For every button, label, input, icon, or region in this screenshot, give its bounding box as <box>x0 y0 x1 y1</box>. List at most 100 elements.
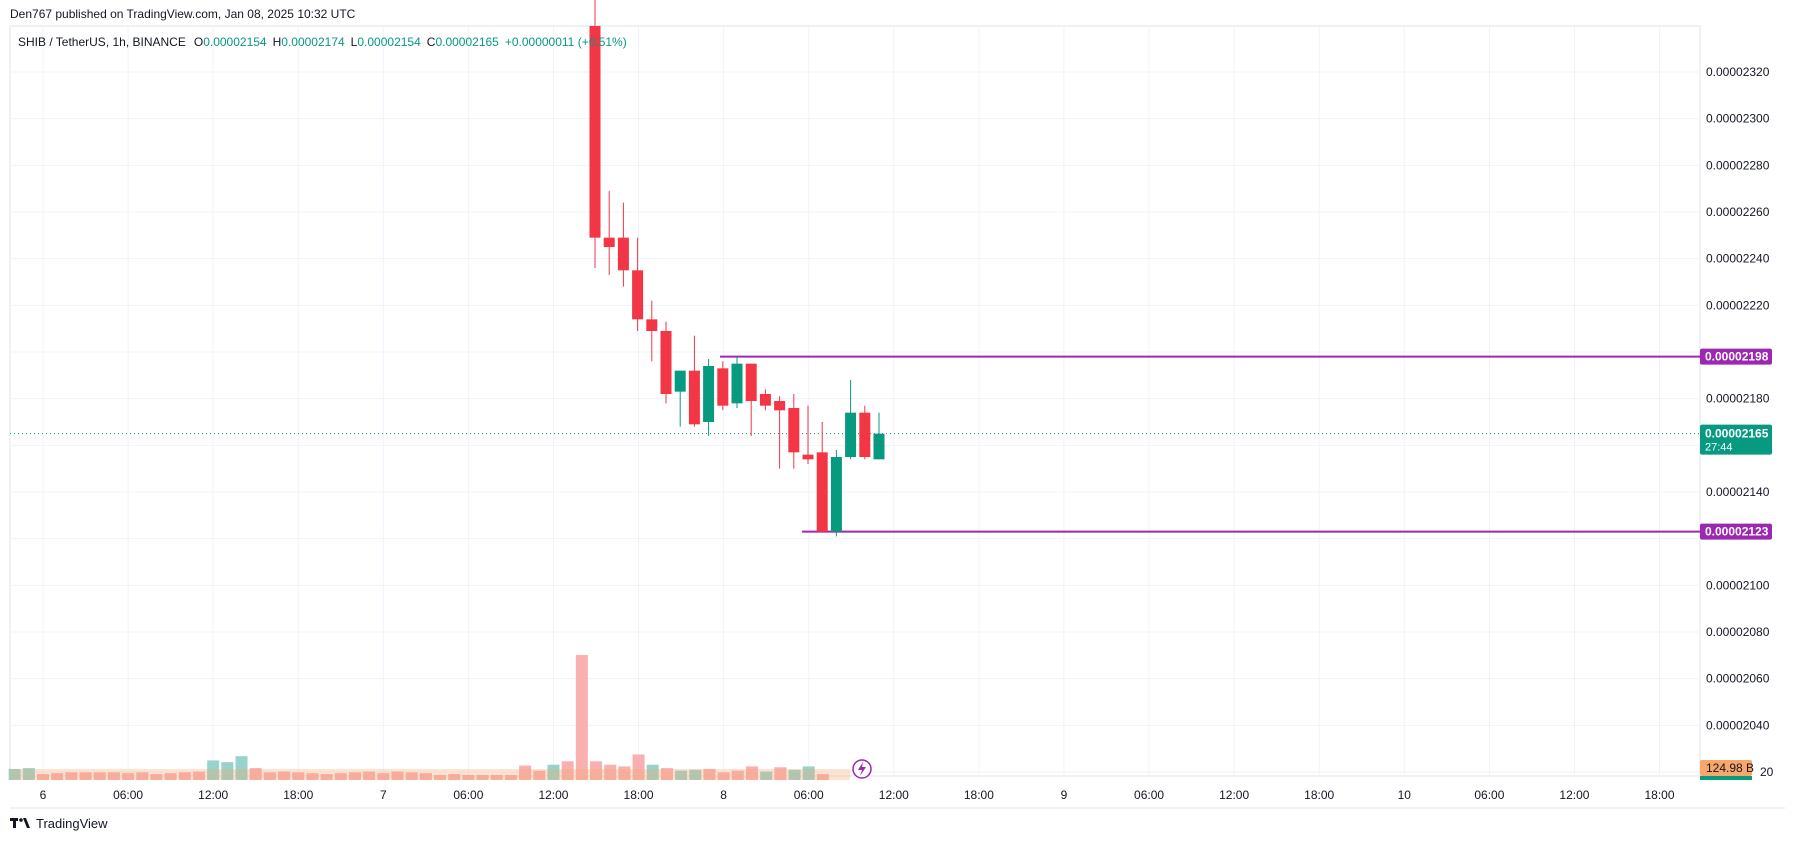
x-tick-label: 8 <box>720 788 727 802</box>
x-tick-label: 18:00 <box>624 788 654 802</box>
high-label: H <box>272 35 282 49</box>
volume-bar <box>731 770 744 780</box>
volume-badge-underline <box>1700 776 1752 780</box>
x-tick-label: 06:00 <box>113 788 143 802</box>
volume-bar <box>660 768 673 780</box>
y-tick-label: 0.00002220 <box>1706 298 1770 312</box>
volume-bar <box>79 772 92 780</box>
countdown-label: 27:44 <box>1705 442 1733 454</box>
y-tick-label: 0.00002280 <box>1706 158 1770 172</box>
volume-bar <box>604 764 617 780</box>
volume-bar <box>675 770 688 780</box>
ohlc-legend: SHIB / TetherUS, 1h, BINANCE O 0.00002154… <box>18 35 633 49</box>
volume-bar <box>363 771 376 780</box>
volume-bar <box>320 774 333 780</box>
volume-bar <box>334 773 347 780</box>
volume-bar <box>249 768 262 780</box>
y-tick-label: 0.00002300 <box>1706 112 1770 126</box>
candle-body <box>816 452 828 532</box>
x-tick-label: 12:00 <box>1219 788 1249 802</box>
x-tick-label: 9 <box>1061 788 1068 802</box>
volume-label: 124.98 B <box>1706 761 1754 775</box>
volume-bar <box>8 768 21 780</box>
open-label: O <box>193 35 204 49</box>
volume-badge <box>1700 760 1752 776</box>
y-tick-label: 0.00002140 <box>1706 485 1770 499</box>
volume-bar <box>207 760 220 780</box>
volume-bar <box>37 774 49 780</box>
y-tick-label: 0.00002180 <box>1706 392 1770 406</box>
volume-bar <box>646 764 659 780</box>
last-price-badge <box>1700 424 1772 455</box>
low-value: 0.00002154 <box>357 35 421 49</box>
candle-body <box>830 457 842 532</box>
volume-bar <box>192 771 205 780</box>
candle-body <box>617 237 629 271</box>
volume-bar <box>575 655 588 780</box>
x-tick-label: 12:00 <box>538 788 568 802</box>
volume-bar <box>816 774 829 780</box>
volume-bar <box>462 774 475 780</box>
symbol-label[interactable]: SHIB / TetherUS, 1h, BINANCE <box>18 35 186 49</box>
y-tick-label: 0.00002040 <box>1706 718 1770 732</box>
x-tick-label: 18:00 <box>1645 788 1675 802</box>
candle-body <box>759 394 771 406</box>
volume-bar <box>65 772 78 780</box>
volume-bar <box>150 774 163 780</box>
published-by: Den767 published on TradingView.com, Jan… <box>10 7 356 21</box>
chart-frame <box>9 25 1701 777</box>
tradingview-logo-icon <box>10 817 30 828</box>
candle-body <box>703 366 715 422</box>
x-tick-label: 18:00 <box>283 788 313 802</box>
volume-bar <box>292 772 305 780</box>
volume-bar <box>419 773 432 780</box>
candle-body <box>674 370 686 392</box>
close-value: 0.00002165 <box>435 35 499 49</box>
volume-bar <box>348 772 361 780</box>
candle-body <box>717 368 729 406</box>
level-price-badge <box>1700 348 1772 365</box>
candle-body <box>774 401 786 411</box>
volume-bar <box>533 770 546 780</box>
level-price-label: 0.00002198 <box>1705 350 1769 364</box>
volume-bar <box>107 772 120 780</box>
x-tick-label: 06:00 <box>794 788 824 802</box>
open-value: 0.00002154 <box>203 35 267 49</box>
candle-body <box>845 412 857 457</box>
close-label: C <box>426 35 436 49</box>
x-tick-label: 12:00 <box>198 788 228 802</box>
volume-bar <box>547 764 560 780</box>
volume-bar <box>93 772 106 780</box>
volume-bar <box>561 761 574 780</box>
volume-bar <box>164 773 177 780</box>
volume-bar <box>136 772 149 780</box>
high-value: 0.00002174 <box>281 35 345 49</box>
volume-bar <box>476 774 489 780</box>
x-tick-label: 10 <box>1398 788 1412 802</box>
candle-body <box>632 270 644 320</box>
candle-body <box>688 370 700 425</box>
volume-ma-band <box>10 769 850 780</box>
candle-body <box>788 408 800 453</box>
volume-bar <box>405 772 418 780</box>
lightning-icon-glyph <box>858 762 866 776</box>
level-price-label: 0.00002123 <box>1705 525 1769 539</box>
x-tick-label: 12:00 <box>1559 788 1589 802</box>
volume-bar <box>746 766 758 780</box>
x-tick-label: 6 <box>40 788 47 802</box>
volume-bar <box>504 774 517 780</box>
candle-body <box>646 319 658 331</box>
volume-bar <box>760 771 773 780</box>
x-tick-label: 12:00 <box>879 788 909 802</box>
y-tick-label: 0.00002080 <box>1706 625 1770 639</box>
x-tick-label: 18:00 <box>964 788 994 802</box>
candle-body <box>873 433 885 460</box>
last-price-label: 0.00002165 <box>1705 427 1769 441</box>
footer-brand[interactable]: TradingView <box>10 816 108 831</box>
volume-bar <box>632 754 645 780</box>
footer-brand-text: TradingView <box>36 816 108 831</box>
candle-body <box>589 26 601 238</box>
candle-body <box>802 454 814 460</box>
volume-bar <box>306 773 319 780</box>
